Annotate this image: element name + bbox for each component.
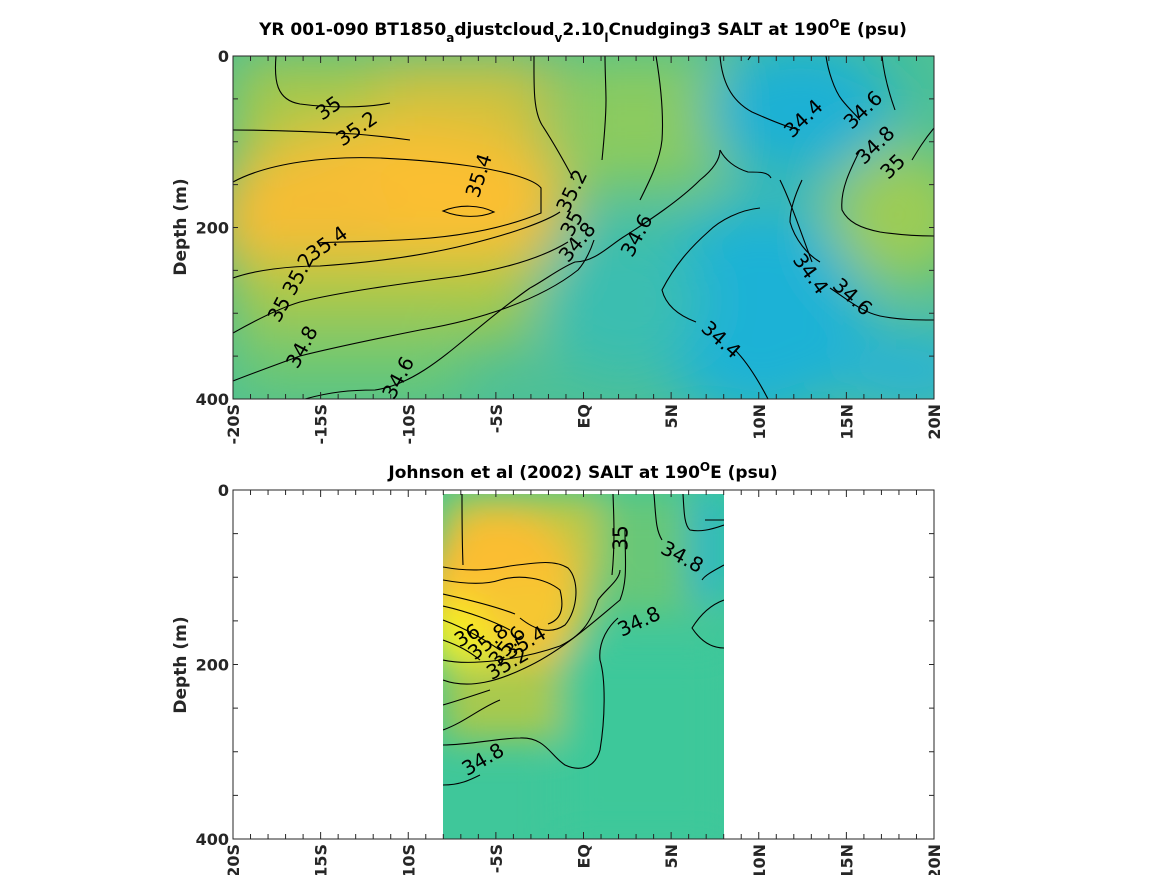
x-tick-label: 10N [750, 404, 769, 440]
x-tick-label: 15N [837, 844, 856, 875]
bottom-panel: Johnson et al (2002) SALT at 190OE (psu) [171, 460, 944, 875]
top-contours [233, 56, 934, 399]
x-tick-label: -10S [399, 844, 418, 875]
x-tick-label: -20S [224, 404, 243, 444]
y-tick-label: 400 [196, 390, 229, 409]
top-ticks [232, 55, 935, 400]
y-tick-label: 0 [218, 481, 229, 500]
x-tick-label: -15S [312, 844, 331, 875]
x-tick-label: -15S [312, 404, 331, 444]
contour-label: 35 [609, 525, 633, 550]
bottom-ticks [232, 489, 935, 840]
top-field [233, 56, 934, 399]
bottom-x-tick-labels: -20S -15S -10S -5S EQ 5N 10N 15N 20N [224, 844, 944, 875]
y-tick-label: 0 [218, 47, 229, 66]
x-tick-label: 20N [925, 404, 944, 440]
y-tick-label: 200 [196, 656, 229, 675]
bottom-contours [443, 494, 724, 786]
top-ylabel: Depth (m) [171, 178, 191, 275]
bottom-ylabel: Depth (m) [171, 616, 191, 713]
top-x-tick-labels: -20S -15S -10S -5S EQ 5N 10N 15N 20N [224, 404, 944, 444]
x-tick-label: 5N [662, 844, 681, 869]
top-title: YR 001-090 BT1850adjustcloudv2.10lCnudgi… [258, 17, 907, 45]
x-tick-label: 15N [837, 404, 856, 440]
x-tick-label: 5N [662, 404, 681, 429]
y-tick-label: 400 [196, 830, 229, 849]
top-panel: YR 001-090 BT1850adjustcloudv2.10lCnudgi… [171, 17, 944, 444]
x-tick-label: 10N [750, 844, 769, 875]
x-tick-label: 20N [925, 844, 944, 875]
x-tick-label: -5S [487, 404, 506, 433]
x-tick-label: EQ [575, 844, 594, 869]
x-tick-label: EQ [575, 404, 594, 429]
y-tick-label: 200 [196, 219, 229, 238]
bottom-title: Johnson et al (2002) SALT at 190OE (psu) [387, 460, 777, 483]
x-tick-label: -10S [399, 404, 418, 444]
bottom-y-tick-labels: 0 200 400 [196, 481, 229, 849]
top-y-tick-labels: 0 200 400 [196, 47, 229, 409]
x-tick-label: -20S [224, 844, 243, 875]
x-tick-label: -5S [487, 844, 506, 873]
